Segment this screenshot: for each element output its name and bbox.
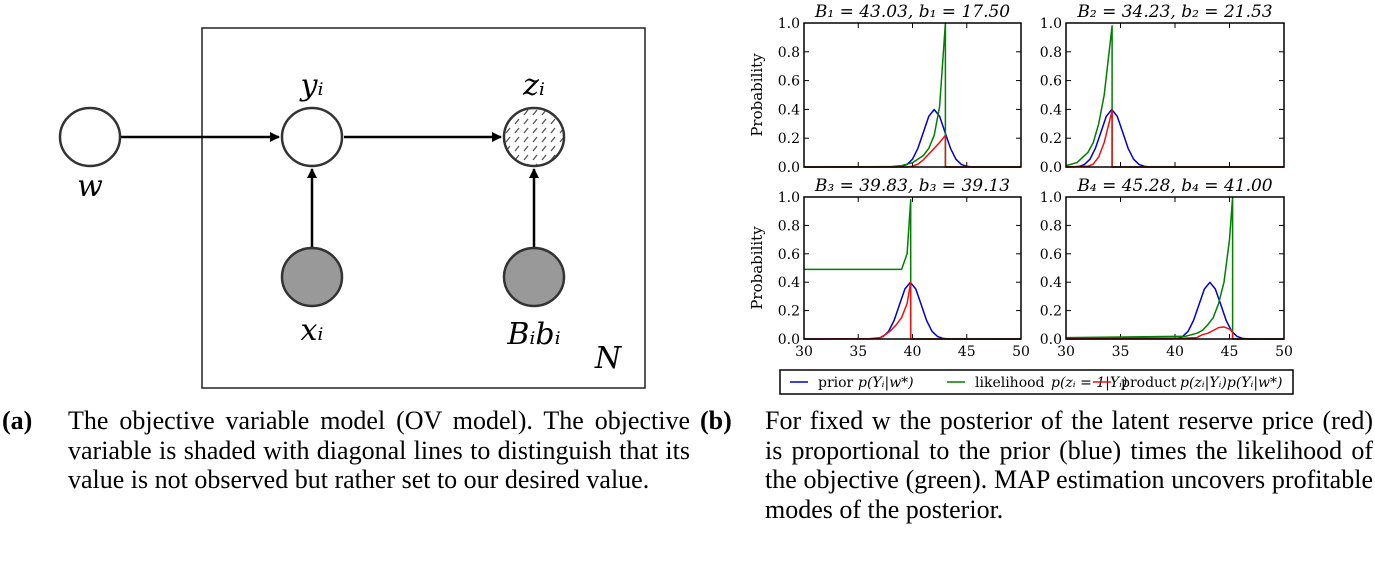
x-tick-label: 50	[1012, 344, 1030, 360]
x-tick-label: 30	[1057, 344, 1075, 360]
label-z: zᵢ	[522, 68, 545, 103]
y-tick-label: 1.0	[1040, 16, 1062, 32]
legend-prior-word: prior	[818, 375, 854, 391]
y-tick-label: 0.4	[778, 102, 800, 118]
y-tick-label: 0.2	[778, 304, 800, 320]
caption-b-text: For fixed w the posterior of the latent …	[765, 406, 1373, 524]
series-line-likelihood	[804, 199, 1021, 340]
node-x-observed	[280, 246, 344, 308]
legend-prior-math: p(Yᵢ|w*)	[858, 375, 914, 391]
x-tick-label: 35	[1112, 344, 1130, 360]
label-w: w	[77, 169, 103, 204]
y-tick-label: 0.2	[778, 131, 800, 147]
axes-frame	[1065, 196, 1285, 340]
y-tick-label: 0.6	[778, 247, 800, 263]
y-tick-label: 1.0	[1040, 190, 1062, 206]
series-line-likelihood	[1065, 25, 1284, 168]
y-tick-label: 0.8	[778, 218, 800, 234]
legend-box	[779, 369, 1294, 395]
ov-model-diagram: w yᵢ zᵢ xᵢ Bᵢbᵢ N	[58, 27, 646, 389]
legend-product-math: p(zᵢ|Yᵢ)p(Yᵢ|w*)	[1180, 375, 1283, 391]
y-tick-label: 0.0	[1040, 332, 1062, 348]
legend: prior p(Yᵢ|w*) likelihood p(zᵢ = 1|Yᵢ) p…	[779, 369, 1294, 395]
y-tick-label: 0.0	[778, 332, 800, 348]
subplot-title: B₁ = 43.03, b₁ = 17.50	[814, 2, 1010, 22]
plate	[201, 27, 646, 389]
x-tick-label: 40	[904, 344, 922, 360]
y-tick-label: 1.0	[778, 16, 800, 32]
subplot-1: B₁ = 43.03, b₁ = 17.50 Probability 0.0 0.2 0…	[748, 2, 1022, 176]
label-x: xᵢ	[301, 313, 324, 348]
node-y	[280, 106, 344, 168]
series-line-prior	[803, 108, 1022, 168]
series-line-prior	[803, 281, 1022, 340]
y-tick-label: 0.2	[1040, 131, 1062, 147]
x-tick-label: 45	[1221, 344, 1239, 360]
label-y: yᵢ	[299, 68, 324, 103]
series-line-likelihood	[803, 22, 1021, 168]
y-axis-label: Probability	[748, 226, 766, 310]
node-w	[58, 106, 122, 168]
y-tick-label: 0.2	[1040, 304, 1062, 320]
x-tick-label: 45	[958, 344, 976, 360]
plate-label-N: N	[594, 341, 623, 376]
subplot-title: B₃ = 39.83, b₃ = 39.13	[814, 176, 1010, 196]
axes-frame	[803, 196, 1022, 340]
series-line-product	[1065, 326, 1284, 340]
series-line-likelihood	[1065, 196, 1284, 340]
posterior-charts: B₁ = 43.03, b₁ = 17.50 Probability 0.0 0.2 0…	[748, 2, 1294, 395]
series-line-prior	[1065, 108, 1285, 168]
y-tick-label: 0.4	[1040, 102, 1062, 118]
y-tick-label: 0.4	[778, 275, 800, 291]
y-tick-label: 0.6	[778, 74, 800, 90]
y-tick-label: 0.6	[1040, 74, 1062, 90]
series-line-prior	[1065, 281, 1285, 340]
y-tick-label: 0.6	[1040, 247, 1062, 263]
subplot-title: B₂ = 34.23, b₂ = 21.53	[1076, 2, 1272, 22]
y-tick-label: 0.8	[778, 45, 800, 61]
plot-grid: B₁ = 43.03, b₁ = 17.50 Probability 0.0 0.2 0…	[748, 2, 1293, 360]
node-z-hatched	[502, 106, 566, 168]
x-tick-label: 35	[849, 344, 867, 360]
x-tick-label: 30	[795, 344, 813, 360]
y-tick-label: 0.8	[1040, 218, 1062, 234]
legend-product-word: product	[1121, 375, 1177, 391]
axes-frame	[803, 22, 1022, 168]
y-axis-label: Probability	[748, 53, 766, 137]
subplot-title: B₄ = 45.28, b₄ = 41.00	[1076, 176, 1272, 196]
legend-likelihood-word: likelihood	[975, 375, 1045, 391]
subplot-4: B₄ = 45.28, b₄ = 41.00 0.0 0.2 0.4 0.6 0.8 1.0…	[1040, 176, 1293, 360]
y-tick-label: 0.0	[1040, 160, 1062, 176]
y-tick-label: 0.4	[1040, 275, 1062, 291]
caption-a-tag: (a)	[2, 406, 33, 435]
series-line-product	[1065, 110, 1284, 168]
series-line-product	[803, 281, 1021, 340]
y-tick-label: 1.0	[778, 190, 800, 206]
y-tick-label: 0.8	[1040, 45, 1062, 61]
x-tick-label: 50	[1275, 344, 1293, 360]
y-tick-label: 0.0	[778, 160, 800, 176]
node-Bb-observed	[502, 246, 566, 308]
subplot-3: B₃ = 39.83, b₃ = 39.13 Probability 0.0 0.2 0…	[748, 176, 1030, 360]
axes-frame	[1065, 22, 1285, 168]
legend-likelihood-math: p(zᵢ = 1|Yᵢ)	[1051, 375, 1127, 391]
label-Bb: Bᵢbᵢ	[506, 317, 560, 352]
subplot-2: B₂ = 34.23, b₂ = 21.53 0.0 0.2 0.4 0.6 0.8 1.0	[1040, 2, 1285, 176]
caption-b-tag: (b)	[700, 406, 732, 435]
x-tick-label: 40	[1166, 344, 1184, 360]
caption-a-text: The objective variable model (OV model).…	[68, 406, 690, 494]
